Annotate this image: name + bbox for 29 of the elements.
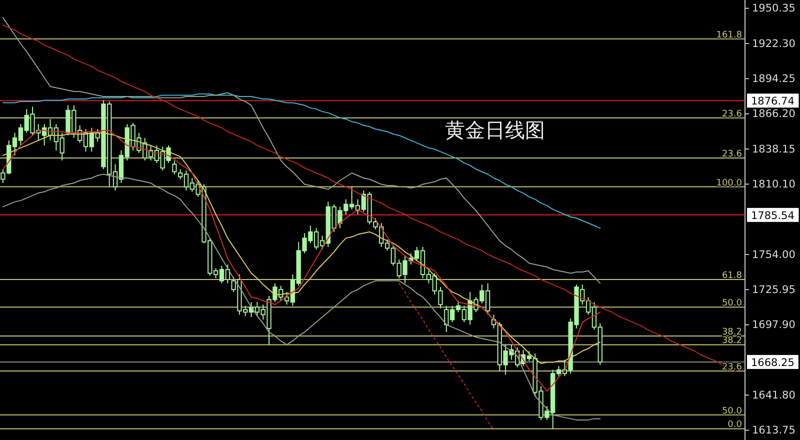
annotation: 23.6 [722, 109, 742, 120]
ref-line-label: 1785.54 [751, 210, 795, 222]
y-tick-label: 1754.00 [752, 248, 796, 261]
y-tick-label: 1725.95 [752, 284, 796, 296]
annotation: 38.2 [722, 327, 742, 338]
ref-line-label: 1876.74 [751, 96, 795, 108]
annotation: 23.6 [722, 149, 742, 160]
y-tick-label: 1950.35 [752, 2, 796, 15]
annotation: 0.0 [728, 420, 742, 430]
text: 黄金日线图 [445, 118, 545, 142]
y-tick-label: 1613.75 [752, 424, 796, 437]
y-tick-label: 1697.90 [752, 319, 796, 332]
y-tick-label: 1866.20 [752, 108, 796, 120]
y-tick-label: 1810.10 [752, 178, 796, 191]
y-tick-label: 1922.30 [752, 38, 796, 50]
annotation: 161.8 [716, 30, 742, 40]
ref-line-label: 1668.25 [751, 356, 794, 369]
candlestick [172, 160, 177, 175]
annotation: 50.0 [722, 406, 742, 416]
line-series [2, 17, 601, 284]
annotation: 100.0 [716, 178, 742, 188]
annotation: 61.8 [722, 271, 742, 282]
line-series [2, 94, 601, 229]
annotation: 38.2 [722, 336, 742, 346]
y-tick-label: 1641.80 [752, 389, 796, 402]
annotation: 50.0 [722, 298, 742, 309]
y-tick-label: 1838.15 [752, 143, 796, 156]
y-tick-label: 1894.25 [752, 73, 796, 86]
line-series [398, 282, 494, 430]
